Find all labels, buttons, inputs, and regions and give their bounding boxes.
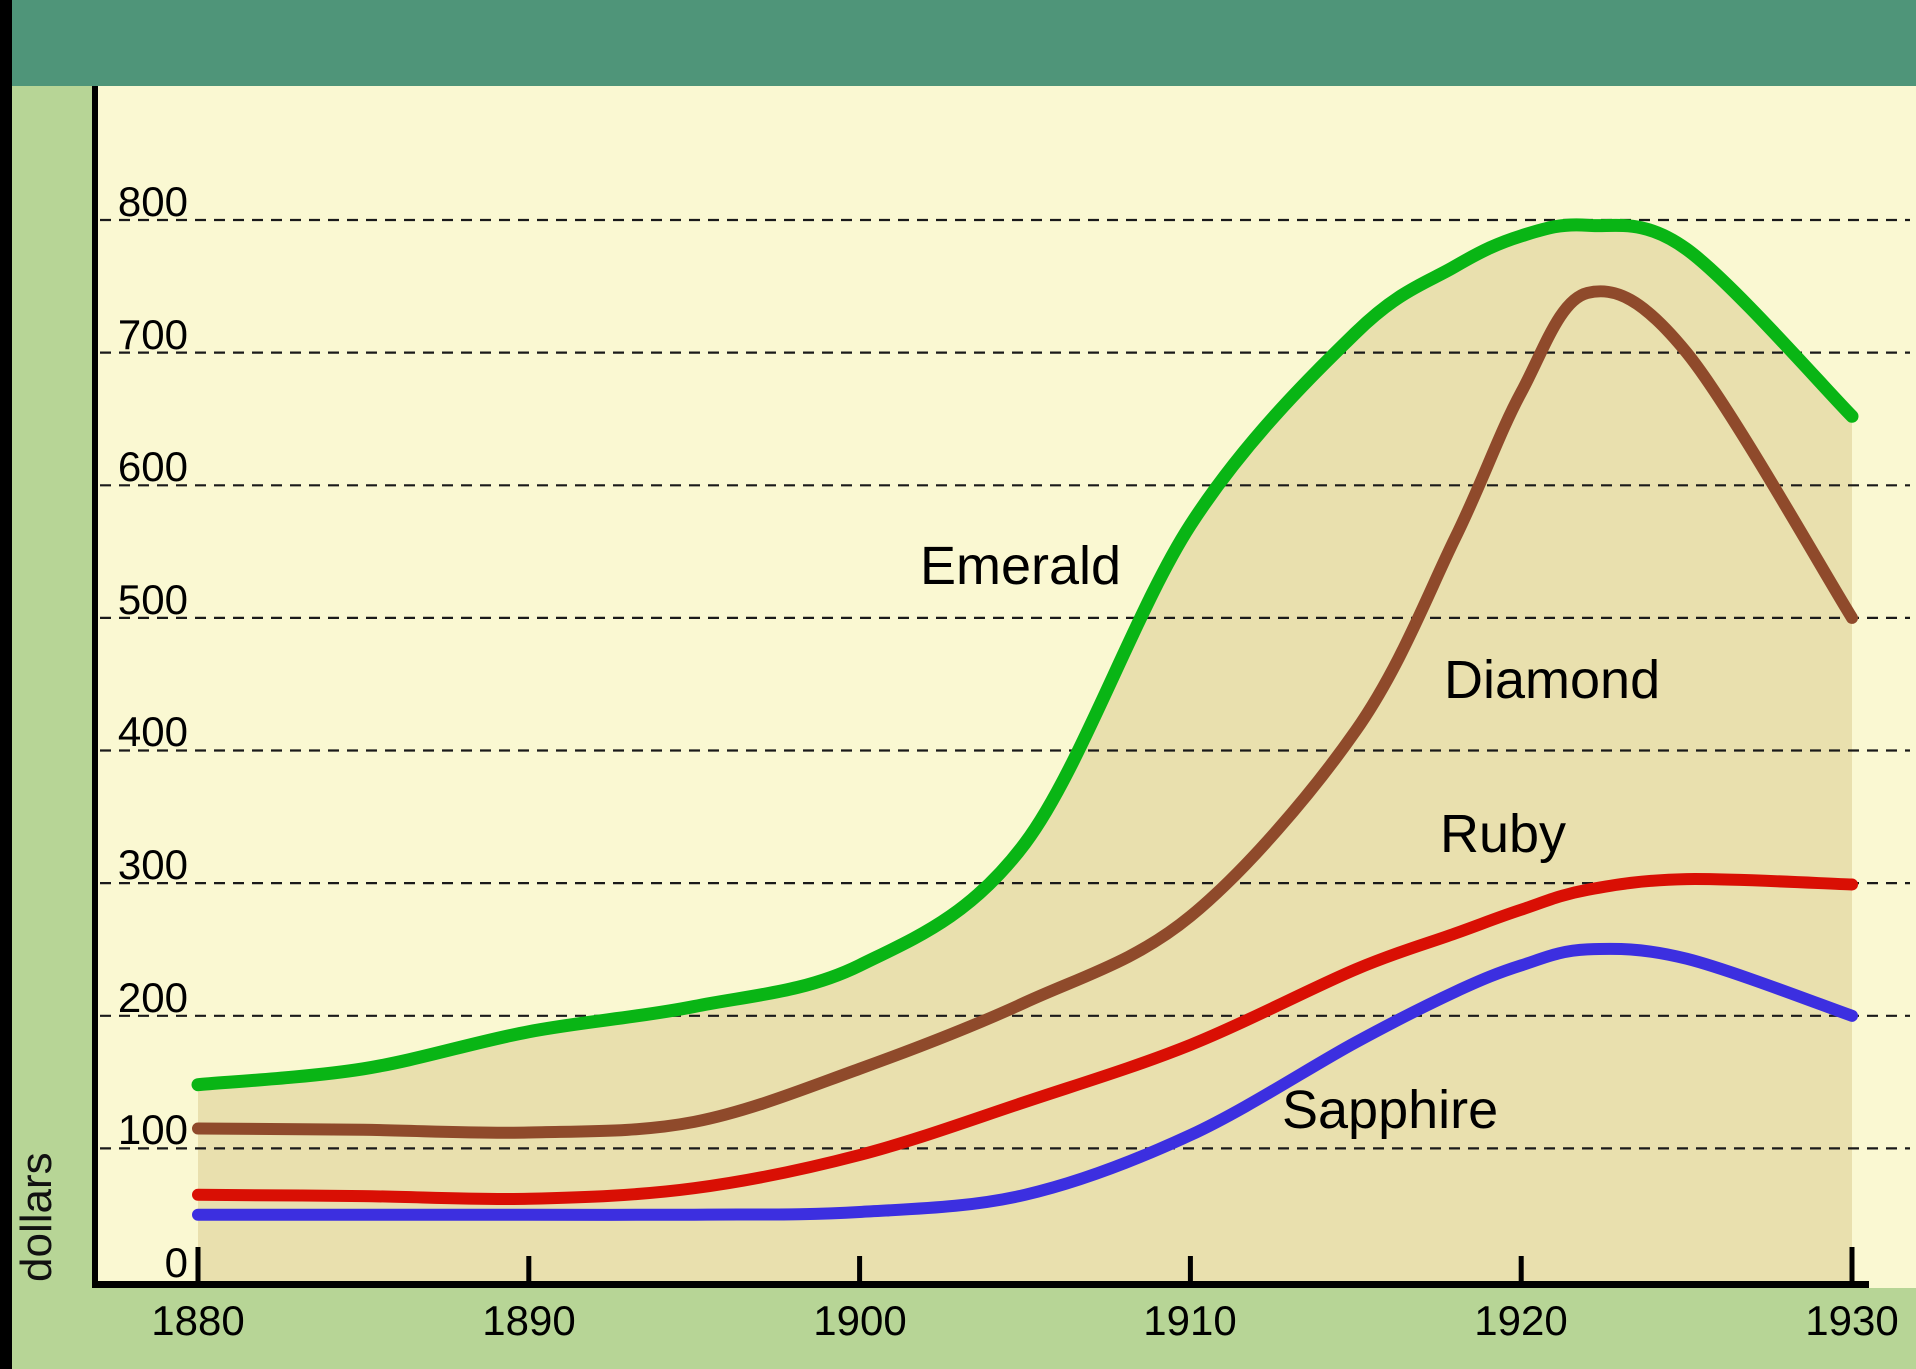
xtick-1880: 1880	[151, 1297, 245, 1344]
ytick-700: 700	[117, 311, 188, 358]
xtick-1900: 1900	[813, 1297, 907, 1344]
series-label-ruby: Ruby	[1440, 804, 1567, 864]
diamond-line	[192, 285, 1858, 1139]
xtick-1930: 1930	[1805, 1297, 1899, 1344]
ruby-line	[192, 873, 1858, 1206]
y-axis-title: dollars	[12, 1152, 61, 1282]
x-axis-line	[92, 1281, 1869, 1288]
xtick-mark-1910	[1187, 1256, 1193, 1281]
xtick-mark-1930	[1849, 1247, 1855, 1281]
ytick-200: 200	[117, 974, 188, 1021]
top-teal-bar	[12, 0, 1916, 86]
xtick-1920: 1920	[1474, 1297, 1568, 1344]
xtick-mark-1900	[857, 1256, 863, 1281]
series-label-emerald: Emerald	[920, 536, 1122, 596]
xtick-1910: 1910	[1143, 1297, 1237, 1344]
xtick-mark-1920	[1518, 1256, 1524, 1281]
ytick-300: 300	[117, 841, 188, 888]
ytick-0: 0	[164, 1239, 188, 1286]
sapphire-line	[192, 942, 1858, 1221]
ytick-400: 400	[117, 708, 188, 755]
area-under-emerald	[198, 224, 1852, 1281]
left-green-strip	[12, 86, 95, 1369]
ytick-800: 800	[117, 178, 188, 225]
series-label-diamond: Diamond	[1444, 650, 1661, 710]
ytick-500: 500	[117, 576, 188, 623]
y-axis-line	[92, 86, 98, 1288]
series-label-sapphire: Sapphire	[1282, 1080, 1499, 1140]
xtick-mark-1890	[526, 1256, 532, 1281]
ytick-100: 100	[117, 1106, 188, 1153]
emerald-line	[191, 218, 1859, 1092]
bottom-green-strip	[95, 1288, 1916, 1369]
xtick-1890: 1890	[482, 1297, 576, 1344]
ytick-600: 600	[117, 443, 188, 490]
xtick-mark-1880	[195, 1247, 201, 1281]
